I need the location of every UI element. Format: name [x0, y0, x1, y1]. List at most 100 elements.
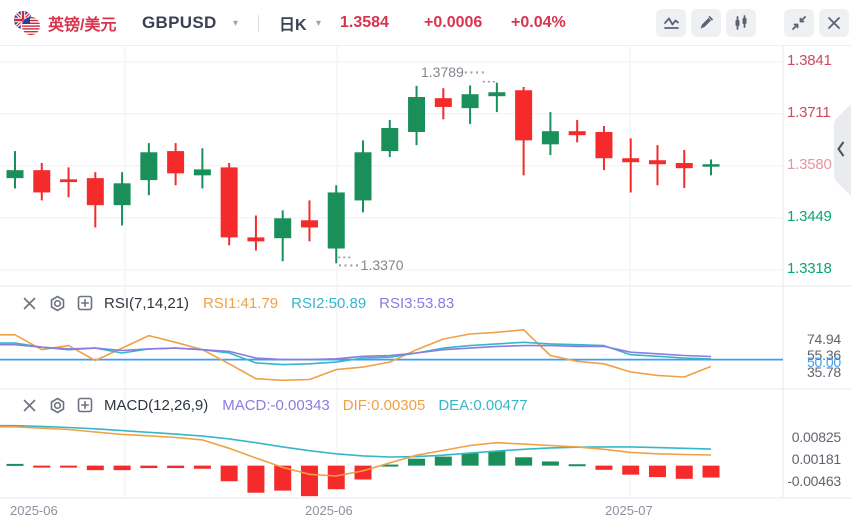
macd-histogram-bar[interactable] [541, 461, 559, 466]
macd-histogram-bar[interactable] [622, 465, 640, 475]
candle[interactable] [381, 120, 399, 158]
collapse-chart-button[interactable] [784, 9, 814, 37]
macd-histogram-bar[interactable] [595, 465, 613, 470]
candle[interactable] [515, 87, 533, 176]
rsi2-value: RSI2:50.89 [291, 294, 367, 312]
macd-histogram-bar[interactable] [193, 465, 211, 469]
last-price: 1.3584 [340, 14, 389, 31]
timeframe-selector[interactable]: 日K [279, 17, 307, 34]
annotation-dots: ···· [338, 257, 361, 273]
macd-histogram-bar[interactable] [300, 465, 318, 497]
candle[interactable] [300, 200, 318, 242]
candle[interactable] [408, 85, 426, 146]
chevron-down-icon[interactable]: ▾ [316, 17, 322, 29]
candle[interactable] [568, 120, 586, 143]
candle[interactable] [86, 172, 104, 228]
candle[interactable] [702, 159, 720, 176]
macd-pane-header: MACD(12,26,9) MACD:-0.00343 DIF:0.00305 … [0, 393, 541, 417]
candle[interactable] [220, 163, 238, 246]
candle[interactable] [541, 112, 559, 156]
collapse-axis-tab[interactable] [831, 104, 851, 196]
annotation-dots: ···· [463, 64, 487, 80]
macd-histogram-bar[interactable] [675, 465, 693, 479]
rsi3-line [0, 343, 712, 361]
rsi-scale-bottom: 35.78 [806, 364, 841, 380]
macd-histogram-bar[interactable] [515, 457, 533, 466]
close-icon [828, 17, 840, 29]
rsi-add-button[interactable] [76, 294, 94, 312]
macd-histogram-bar[interactable] [381, 464, 399, 467]
macd-settings-button[interactable] [48, 396, 66, 414]
candle[interactable] [167, 143, 185, 186]
macd-histogram-bar[interactable] [408, 458, 426, 466]
draw-tool-button[interactable] [691, 9, 721, 37]
macd-histogram-bar[interactable] [140, 465, 158, 469]
price-change: +0.0006 [424, 14, 483, 31]
candle[interactable] [595, 126, 613, 171]
low-annotation: ···· 1.3370 [338, 257, 404, 273]
macd-histogram-bar[interactable] [648, 465, 666, 478]
chevron-down-icon[interactable]: ▾ [233, 17, 239, 29]
candle[interactable] [488, 82, 506, 113]
price-axis-label: 1.3318 [787, 260, 832, 277]
dif-line [0, 425, 712, 477]
indicator-line-button[interactable] [656, 9, 686, 37]
dea-value: DEA:0.00477 [438, 396, 528, 414]
pair-name-chinese: 英镑/美元 [48, 17, 117, 34]
rsi2-line [0, 341, 712, 366]
macd-histogram-bar[interactable] [568, 464, 586, 467]
macd-histogram-bar[interactable] [327, 465, 345, 490]
rsi-scale-50-line: 50.00 [806, 354, 841, 370]
macd-histogram-bar[interactable] [113, 465, 131, 471]
macd-histogram-bar[interactable] [60, 465, 78, 468]
pair-code-selector[interactable]: GBPUSD [142, 13, 217, 32]
high-annotation: 1.3789 ···· [421, 64, 487, 80]
candle[interactable] [113, 172, 131, 226]
rsi-pane-header: RSI(7,14,21) RSI1:41.79 RSI2:50.89 RSI3:… [0, 291, 467, 315]
gear-icon [50, 295, 64, 311]
dif-value: DIF:0.00305 [342, 396, 426, 414]
candle[interactable] [327, 185, 345, 264]
rsi-settings-button[interactable] [48, 294, 66, 312]
close-chart-button[interactable] [819, 9, 849, 37]
candle[interactable] [6, 151, 24, 189]
candle[interactable] [247, 215, 265, 251]
candle[interactable] [434, 88, 452, 120]
macd-histogram-bar[interactable] [274, 465, 292, 491]
macd-histogram-bar[interactable] [461, 453, 479, 466]
candle[interactable] [60, 167, 78, 198]
plus-square-icon [77, 397, 93, 413]
candle[interactable] [33, 163, 51, 201]
candle[interactable] [140, 143, 158, 196]
macd-close-button[interactable] [20, 396, 38, 414]
close-icon [23, 399, 35, 411]
candle[interactable] [648, 145, 666, 186]
macd-histogram-bar[interactable] [702, 465, 720, 478]
rsi1-line [0, 328, 712, 382]
macd-histogram-bar[interactable] [247, 465, 265, 493]
rsi-close-button[interactable] [20, 294, 38, 312]
candle[interactable] [622, 138, 640, 193]
price-axis-label: 1.3841 [787, 52, 832, 69]
candle[interactable] [354, 140, 372, 213]
macd-histogram-bar[interactable] [6, 463, 24, 466]
rsi1-value: RSI1:41.79 [203, 294, 279, 312]
macd-histogram-bar[interactable] [86, 465, 104, 471]
macd-histogram-bar[interactable] [488, 451, 506, 466]
macd-histogram-bar[interactable] [434, 456, 452, 466]
date-axis-label: 2025-06 [10, 503, 58, 518]
macd-histogram-bar[interactable] [220, 465, 238, 482]
date-axis-label: 2025-06 [305, 503, 353, 518]
macd-histogram-bar[interactable] [33, 465, 51, 468]
macd-scale-bottom: -0.00463 [787, 473, 841, 489]
price-axis-label: 1.3449 [787, 208, 832, 225]
candle[interactable] [675, 149, 693, 189]
candle[interactable] [461, 85, 479, 125]
macd-scale-mid: 0.00181 [791, 451, 841, 467]
macd-add-button[interactable] [76, 396, 94, 414]
candle[interactable] [274, 210, 292, 262]
candle[interactable] [193, 148, 211, 189]
chart-type-button[interactable] [726, 9, 756, 37]
macd-histogram-bar[interactable] [167, 465, 185, 469]
